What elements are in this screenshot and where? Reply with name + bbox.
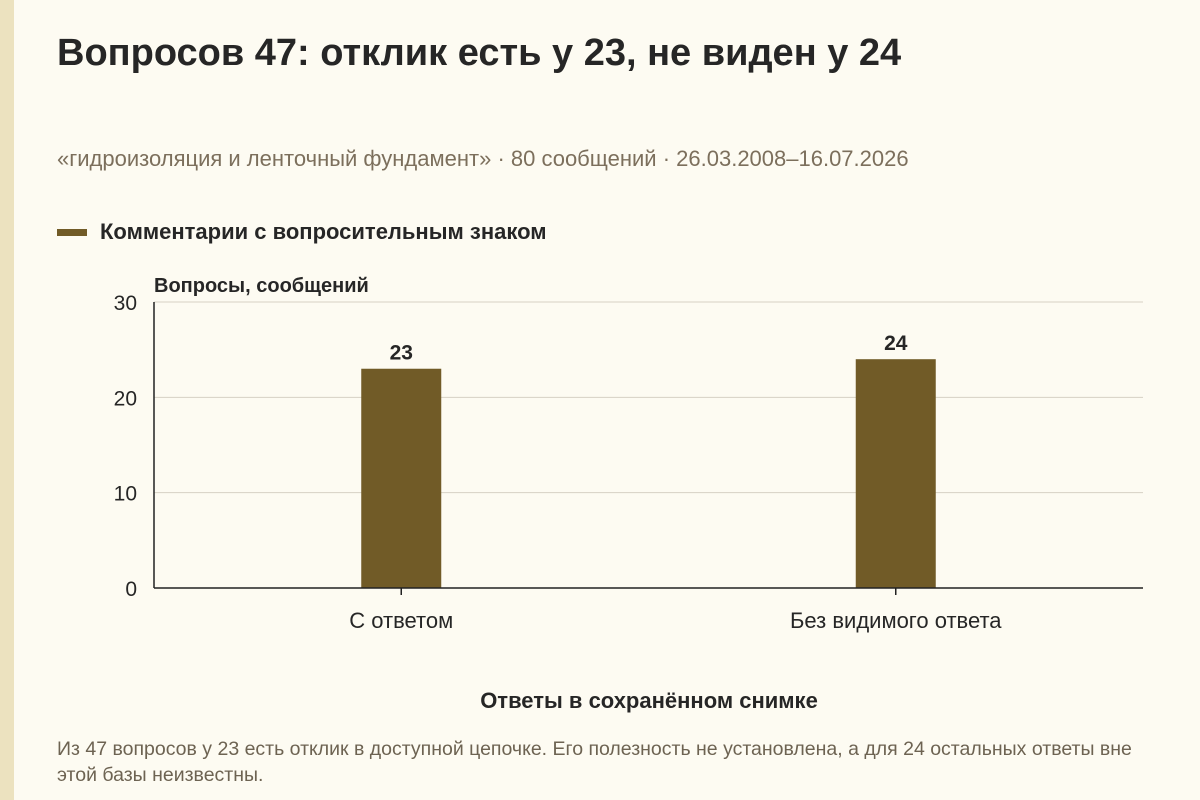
grid-lines	[154, 301, 1143, 494]
bar-0	[361, 368, 442, 588]
data-labels: 23 24	[390, 332, 908, 365]
x-tick-label-1: Без видимого ответа	[790, 608, 1002, 633]
axes	[153, 302, 1143, 589]
page-subtitle: «гидроизоляция и ленточный фундамент» · …	[57, 146, 909, 171]
chart-legend: Комментарии с вопросительным знаком	[57, 219, 547, 245]
y-tick-label-10: 10	[114, 483, 137, 506]
y-axis-ticks: 0 10 20 30	[114, 292, 137, 601]
x-tick-label-0: С ответом	[349, 608, 453, 633]
data-label-1: 24	[884, 332, 908, 355]
page-title: Вопросов 47: отклик есть у 23, не виден …	[57, 32, 902, 74]
legend-label: Комментарии с вопросительным знаком	[100, 219, 547, 244]
left-accent-stripe	[0, 0, 14, 800]
footnote: Из 47 вопросов у 23 есть отклик в доступ…	[57, 738, 1132, 786]
bars	[361, 359, 936, 588]
bar-1	[855, 359, 936, 588]
y-tick-label-0: 0	[125, 578, 137, 601]
y-tick-label-30: 30	[114, 292, 137, 315]
data-label-0: 23	[390, 342, 413, 365]
y-tick-label-20: 20	[114, 387, 137, 410]
y-axis-label: Вопросы, сообщений	[154, 275, 369, 297]
x-axis-label: Ответы в сохранённом снимке	[480, 688, 818, 713]
legend-swatch	[57, 228, 87, 236]
x-axis-ticks: С ответом Без видимого ответа	[349, 588, 1002, 633]
